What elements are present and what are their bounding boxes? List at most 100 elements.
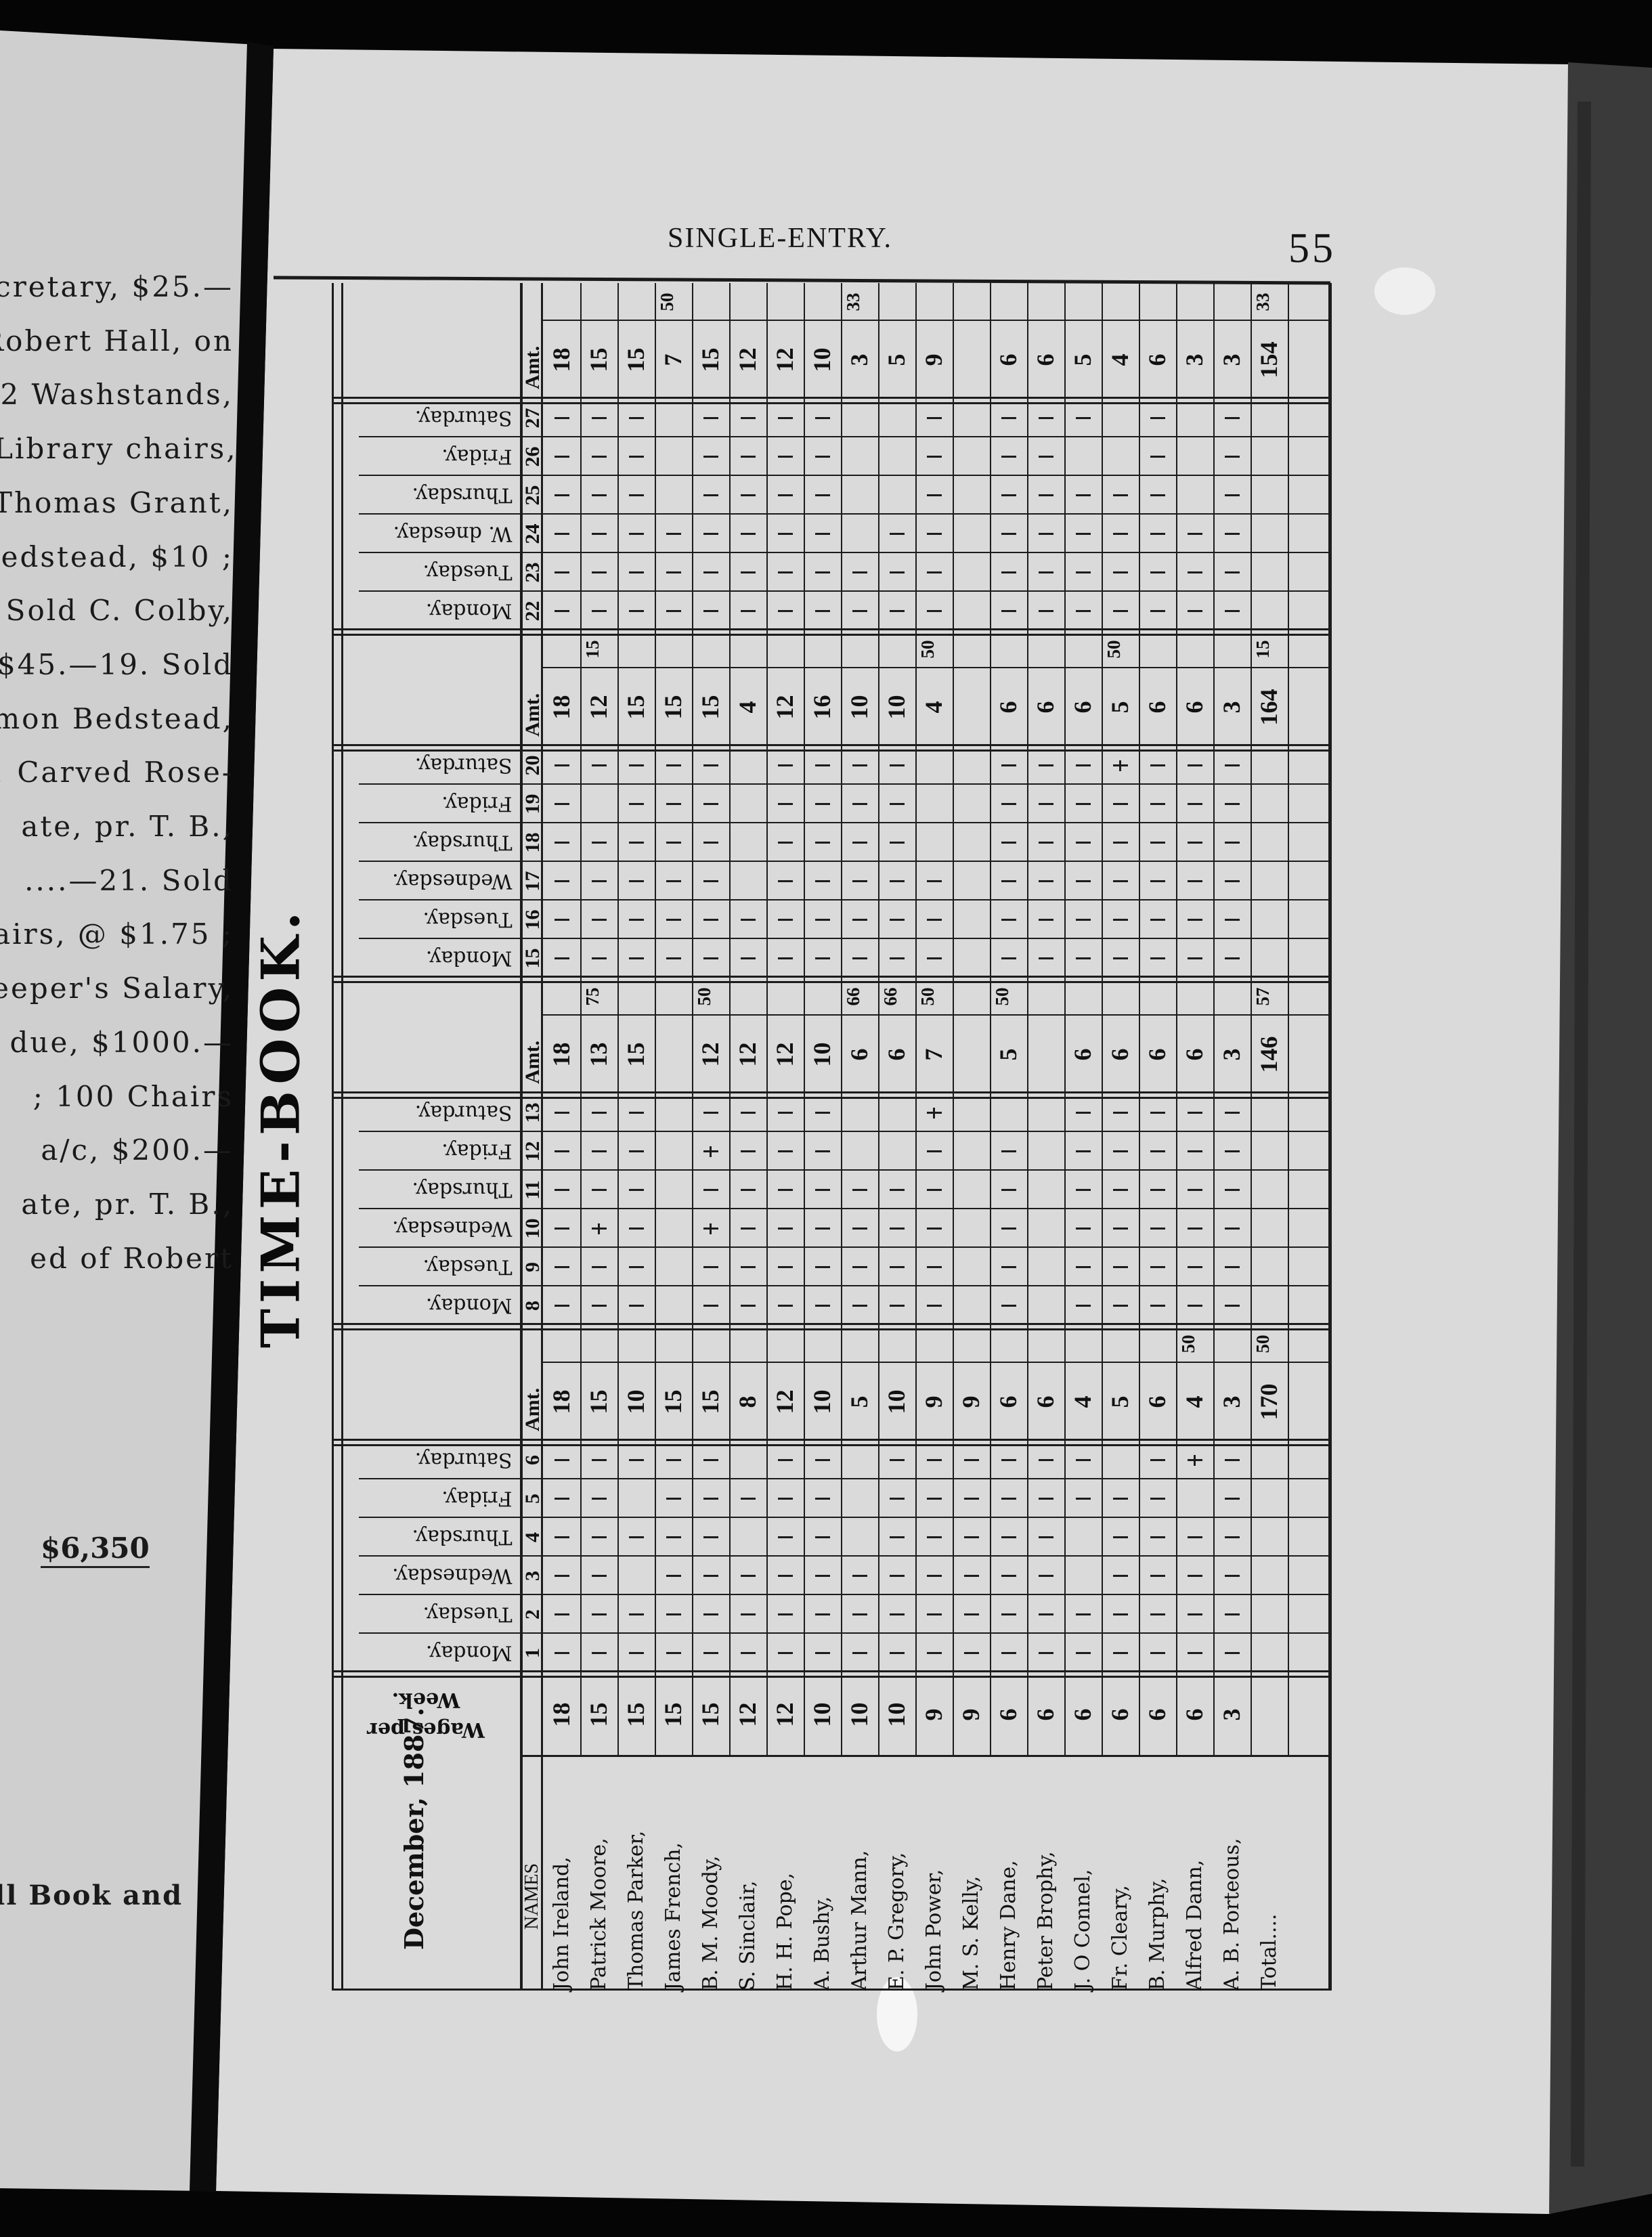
total-amount: 164 xyxy=(1255,689,1282,726)
attendance-mark xyxy=(1038,957,1053,960)
amt-header: Amt. xyxy=(521,693,544,737)
attendance-mark xyxy=(666,1652,681,1655)
attendance-mark xyxy=(1150,1536,1165,1539)
attendance-mark xyxy=(1038,1459,1053,1462)
attendance-mark xyxy=(889,957,905,960)
weekly-amount: 18 xyxy=(548,695,575,720)
attendance-mark xyxy=(1038,1575,1053,1578)
attendance-mark xyxy=(1112,1228,1128,1230)
attendance-cross xyxy=(933,1108,935,1118)
left-page-line: mon Bedstead, xyxy=(0,701,234,735)
attendance-mark xyxy=(591,1189,607,1192)
attendance-mark xyxy=(1001,1189,1016,1192)
weekly-wage: 6 xyxy=(1181,1708,1208,1721)
weekly-wage: 9 xyxy=(957,1708,984,1721)
attendance-mark xyxy=(666,919,681,921)
rule-line xyxy=(519,899,1329,900)
attendance-mark xyxy=(740,1228,756,1230)
weekly-amount: 3 xyxy=(1218,701,1245,714)
day-number: 12 xyxy=(521,1141,544,1162)
attendance-mark xyxy=(666,842,681,844)
weekly-amount: 15 xyxy=(622,695,649,720)
attendance-mark xyxy=(814,533,830,536)
attendance-mark xyxy=(666,803,681,806)
rule-line xyxy=(519,783,1329,785)
attendance-mark xyxy=(591,919,607,921)
attendance-mark xyxy=(963,1498,979,1500)
attendance-mark xyxy=(889,1266,905,1269)
attendance-mark xyxy=(889,1498,905,1500)
attendance-mark xyxy=(1112,571,1128,574)
attendance-mark xyxy=(628,417,644,420)
amt-header: Amt. xyxy=(521,345,544,389)
page-edge-shadow xyxy=(1571,102,1591,2167)
attendance-mark xyxy=(1038,764,1053,767)
rule-line xyxy=(519,938,1329,939)
rule-line xyxy=(1288,283,1289,1757)
attendance-mark xyxy=(1075,1613,1091,1616)
attendance-mark xyxy=(1187,533,1202,536)
weekly-amount: 5 xyxy=(1106,1395,1133,1408)
attendance-mark xyxy=(777,1498,793,1500)
attendance-mark xyxy=(1001,533,1016,536)
attendance-mark xyxy=(1075,494,1091,497)
attendance-mark xyxy=(591,533,607,536)
attendance-mark xyxy=(1075,571,1091,574)
attendance-mark xyxy=(926,1498,942,1500)
attendance-mark xyxy=(554,1613,569,1616)
day-number: 19 xyxy=(521,794,544,815)
weekly-amount: 15 xyxy=(697,1389,724,1414)
weekly-amount: 6 xyxy=(995,353,1022,366)
attendance-mark xyxy=(1112,880,1128,883)
attendance-mark xyxy=(1224,803,1240,806)
attendance-mark xyxy=(1224,957,1240,960)
left-page-line: airs, @ $1.75 ; xyxy=(0,917,234,951)
employee-name: Alfred Dann, xyxy=(1183,1859,1207,1991)
weekly-wage: 6 xyxy=(1069,1708,1096,1721)
attendance-mark xyxy=(1224,1498,1240,1500)
attendance-mark xyxy=(740,1652,756,1655)
employee-name: Peter Brophy, xyxy=(1034,1851,1058,1991)
weekly-amount: 9 xyxy=(920,1395,947,1408)
running-head: SINGLE-ENTRY. xyxy=(668,223,893,254)
day-number: 23 xyxy=(521,562,544,583)
attendance-mark xyxy=(926,456,942,458)
attendance-mark xyxy=(628,1189,644,1192)
attendance-mark xyxy=(703,1498,718,1500)
attendance-mark xyxy=(1001,880,1016,883)
day-number: 22 xyxy=(521,601,544,622)
rule-line xyxy=(519,1285,1329,1286)
weekly-amount: 10 xyxy=(883,695,910,720)
attendance-mark xyxy=(628,571,644,574)
attendance-mark xyxy=(852,1652,867,1655)
attendance-mark xyxy=(703,533,718,536)
weekly-amount: 5 xyxy=(1106,701,1133,714)
weekly-amount: 6 xyxy=(1069,1048,1096,1061)
attendance-mark xyxy=(1150,1150,1165,1153)
attendance-mark xyxy=(926,1305,942,1307)
attendance-mark xyxy=(1001,842,1016,844)
names-header: NAMES xyxy=(521,1863,542,1930)
attendance-mark xyxy=(628,842,644,844)
attendance-mark xyxy=(889,1575,905,1578)
attendance-mark xyxy=(926,1536,942,1539)
attendance-mark xyxy=(1187,1536,1202,1539)
attendance-mark xyxy=(814,1498,830,1500)
left-page-line: $45.—19. Sold xyxy=(0,647,234,681)
attendance-mark xyxy=(591,1305,607,1307)
rule-line xyxy=(519,822,1329,823)
wages-header: Week. xyxy=(391,1688,460,1712)
day-name-header: Thursday. xyxy=(412,831,512,854)
weekly-amount: 6 xyxy=(1144,1395,1171,1408)
employee-name: John Power, xyxy=(922,1869,946,1991)
attendance-mark xyxy=(1150,456,1165,458)
rule-line xyxy=(519,1169,1329,1171)
attendance-mark xyxy=(814,1189,830,1192)
attendance-mark xyxy=(1112,803,1128,806)
attendance-mark xyxy=(740,1305,756,1307)
attendance-mark xyxy=(1224,1652,1240,1655)
attendance-mark xyxy=(628,1652,644,1655)
attendance-mark xyxy=(591,1613,607,1616)
attendance-mark xyxy=(889,1536,905,1539)
employee-name: James French, xyxy=(661,1842,685,1991)
